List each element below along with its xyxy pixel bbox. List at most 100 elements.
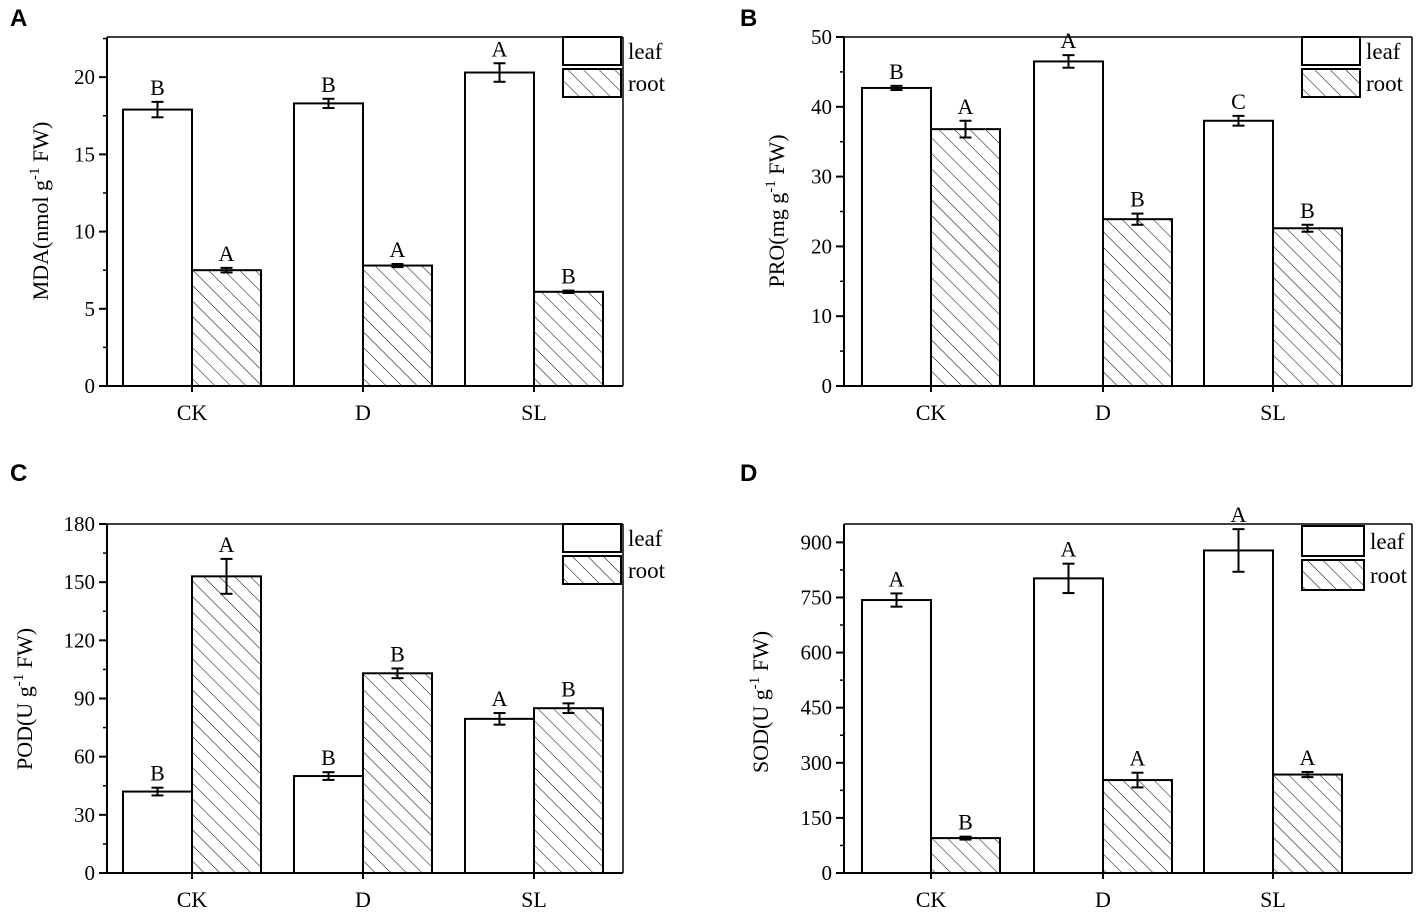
y-tick-label: 90 — [74, 687, 95, 711]
bar-leaf — [861, 599, 932, 875]
significance-label: A — [1061, 537, 1077, 562]
legend-label-leaf: leaf — [628, 39, 663, 64]
significance-label: B — [321, 745, 336, 770]
significance-label: B — [150, 761, 165, 786]
x-tick-label: D — [1095, 400, 1111, 425]
y-tick-label: 20 — [811, 234, 832, 258]
legend-swatch-root — [1301, 68, 1361, 98]
panel-letter: A — [10, 5, 27, 32]
bar-root — [930, 837, 1001, 874]
significance-label: B — [1130, 187, 1145, 212]
significance-label: B — [1300, 198, 1315, 223]
bar-root — [191, 575, 262, 874]
y-tick-label: 15 — [74, 142, 95, 166]
significance-label: A — [1061, 28, 1077, 53]
x-tick-label: SL — [1260, 887, 1286, 912]
bar-root — [1102, 218, 1173, 387]
bar-leaf — [1033, 60, 1104, 388]
bar-root — [1272, 773, 1343, 875]
legend-label-leaf: leaf — [1370, 529, 1405, 554]
legend-swatch-leaf — [562, 523, 622, 553]
y-tick-label: 450 — [801, 696, 833, 720]
legend-swatch-root — [1301, 559, 1365, 591]
significance-label: A — [492, 36, 508, 61]
y-tick-label: 0 — [85, 374, 96, 398]
significance-label: A — [219, 241, 235, 266]
x-tick-label: D — [1095, 887, 1111, 912]
x-tick-label: D — [355, 887, 371, 912]
y-axis-label: SOD(U g-1 FW) — [747, 631, 773, 773]
legend-label-root: root — [1370, 563, 1408, 588]
legend-label-root: root — [628, 71, 666, 96]
x-tick-label: CK — [916, 887, 947, 912]
y-tick-label: 30 — [811, 165, 832, 189]
significance-label: A — [958, 94, 974, 119]
chart-panel-d: D SOD(U g-1 FW) 0 150 300 450 600 750 900 CK D SL… — [740, 460, 1413, 912]
y-tick-label: 150 — [801, 806, 833, 830]
significance-label: B — [958, 810, 973, 835]
bar-root — [930, 128, 1001, 388]
bar-leaf — [1203, 119, 1274, 387]
legend: leaf root — [562, 523, 666, 585]
y-tick-label: 30 — [74, 803, 95, 827]
panel-letter: B — [740, 5, 757, 32]
y-tick-label: 0 — [822, 374, 833, 398]
y-tick-label: 150 — [64, 570, 96, 594]
x-tick-label: CK — [177, 400, 208, 425]
legend-swatch-leaf — [1301, 36, 1361, 66]
chart-panel-a: A MDA(nmol g-1 FW) 0 5 10 15 20 CK D SL B B A A A B l… — [10, 5, 666, 425]
bar-root — [533, 707, 604, 875]
y-tick-label: 10 — [811, 304, 832, 328]
y-tick-label: 300 — [801, 751, 833, 775]
bar-leaf — [1203, 549, 1274, 874]
significance-label: A — [889, 566, 905, 591]
panel-letter: C — [10, 460, 27, 487]
significance-label: B — [150, 75, 165, 100]
bar-leaf — [464, 71, 535, 387]
y-tick-label: 5 — [85, 297, 96, 321]
bar-leaf — [1033, 577, 1104, 875]
y-tick-label: 10 — [74, 220, 95, 244]
y-tick-label: 180 — [64, 512, 96, 536]
legend-label-root: root — [1366, 71, 1404, 96]
legend-swatch-root — [562, 555, 622, 585]
legend-swatch-leaf — [562, 36, 622, 66]
bar-root — [362, 672, 433, 874]
bar-leaf — [293, 102, 364, 388]
legend: leaf root — [562, 36, 666, 98]
y-tick-label: 50 — [811, 25, 832, 49]
x-tick-label: D — [355, 400, 371, 425]
x-tick-label: CK — [177, 887, 208, 912]
legend-label-leaf: leaf — [1366, 39, 1401, 64]
significance-label: A — [219, 532, 235, 557]
y-tick-label: 0 — [822, 861, 833, 885]
significance-label: A — [390, 237, 406, 262]
bar-root — [1102, 779, 1173, 874]
bar-root — [191, 269, 262, 388]
x-tick-label: SL — [521, 887, 547, 912]
y-axis-label: PRO(mg g-1 FW) — [763, 134, 789, 287]
bar-root — [533, 290, 604, 387]
y-tick-label: 120 — [64, 628, 96, 652]
bar-root — [1272, 227, 1343, 387]
y-tick-label: 600 — [801, 641, 833, 665]
y-tick-label: 20 — [74, 65, 95, 89]
x-tick-label: SL — [521, 400, 547, 425]
y-tick-label: 40 — [811, 95, 832, 119]
bar-root — [362, 264, 433, 387]
legend-swatch-leaf — [1301, 525, 1365, 557]
y-axis-label: POD(U g-1 FW) — [11, 628, 37, 770]
y-tick-label: 750 — [801, 585, 833, 609]
legend-label-leaf: leaf — [628, 526, 663, 551]
significance-label: B — [321, 72, 336, 97]
x-tick-label: CK — [916, 400, 947, 425]
legend: leaf root — [1301, 525, 1408, 591]
y-tick-label: 900 — [801, 530, 833, 554]
legend-swatch-root — [562, 68, 622, 98]
significance-label: B — [390, 641, 405, 666]
bar-leaf — [122, 108, 193, 387]
legend: leaf root — [1301, 36, 1404, 98]
bar-leaf — [293, 775, 364, 874]
